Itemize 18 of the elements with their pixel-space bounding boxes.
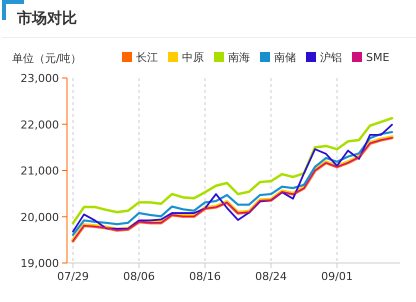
legend-label: 沪铝 (320, 51, 342, 64)
x-tick-label: 07/29 (57, 270, 89, 283)
y-tick-label: 23,000 (20, 72, 59, 85)
y-tick-label: 19,000 (20, 257, 59, 270)
x-tick-label: 08/06 (123, 270, 155, 283)
y-axis-title: 单位（元/吨） (12, 52, 82, 65)
legend-label: SME (366, 51, 390, 64)
x-tick-label: 08/16 (189, 270, 221, 283)
legend-label: 南海 (228, 51, 250, 64)
y-tick-label: 20,000 (20, 210, 59, 224)
y-tick-label: 22,000 (20, 118, 59, 132)
legend-label: 南储 (274, 51, 296, 64)
chart-title: 市场对比 (16, 9, 77, 27)
legend-label: 长江 (136, 51, 158, 64)
legend-label: 中原 (182, 51, 204, 64)
y-tick-label: 21,000 (20, 164, 59, 178)
x-tick-label: 09/01 (321, 270, 353, 283)
x-tick-label: 08/24 (255, 270, 287, 283)
